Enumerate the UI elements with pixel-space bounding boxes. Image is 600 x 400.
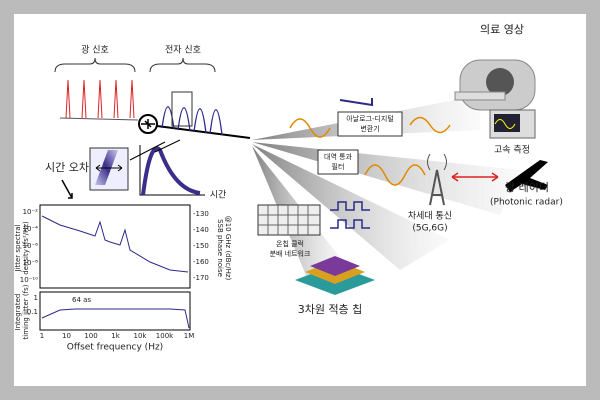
tick-label: 1 — [34, 294, 38, 302]
label: 온칩 클럭 — [276, 239, 304, 248]
plot-box — [39, 204, 191, 289]
label: 시간 오차 — [45, 161, 89, 174]
label: 의료 영상 — [480, 23, 524, 36]
chip-layer — [310, 256, 360, 276]
label: 전자 신호 — [165, 45, 201, 56]
label: 대역 통과 — [324, 152, 353, 161]
label: 고속 측정 — [494, 145, 530, 156]
annotation: 64 as — [72, 296, 91, 304]
axis-title: @10 GHz (dBc/Hz) — [224, 216, 232, 281]
tick-label: 10⁻⁴ — [23, 225, 39, 233]
mri-bore — [486, 68, 514, 96]
label: (5G,6G) — [412, 224, 447, 234]
label: 광 신호 — [81, 44, 109, 56]
tick-label: -160 — [193, 258, 209, 266]
label: 아날로그-디지털 — [346, 114, 394, 123]
label: 3차원 적층 칩 — [298, 303, 363, 316]
antenna — [429, 169, 445, 206]
converter-icon — [141, 119, 155, 129]
tick-label: -150 — [193, 242, 209, 250]
clock-grid — [258, 205, 320, 235]
axis-title: Integrated — [14, 294, 22, 331]
antenna-wave — [427, 153, 447, 171]
adc-box — [337, 111, 403, 137]
arrow — [61, 179, 73, 199]
wave — [364, 164, 426, 186]
label: 필터 — [332, 162, 345, 171]
tick-label: 10k — [134, 332, 148, 340]
electronic-pulses — [161, 106, 223, 136]
optical-line — [59, 117, 139, 121]
tick-label: 0.1 — [27, 308, 38, 316]
tick-label: 10⁻⁶ — [23, 242, 39, 250]
tick-label: 10⁻² — [23, 208, 39, 216]
label: 변환기 — [360, 124, 379, 133]
plot-box — [39, 291, 191, 331]
tick-label: 10⁻⁸ — [23, 259, 39, 267]
filter-box — [317, 149, 359, 175]
tick-label: 100 — [84, 332, 97, 340]
clock-grid — [257, 204, 321, 236]
arrow — [339, 98, 373, 107]
tick-label: 10 — [62, 332, 71, 340]
scope-trace — [494, 119, 516, 129]
axis-title: timing jitter (fs) — [22, 284, 30, 339]
label: 분배 네트워크 — [270, 249, 311, 258]
wave — [289, 116, 451, 138]
optical-pulses — [65, 79, 135, 119]
noise-curve — [41, 215, 189, 273]
scope-screen — [494, 114, 520, 132]
jitter-curve — [41, 308, 190, 329]
square-wave — [330, 201, 370, 229]
bracket — [54, 57, 136, 73]
arrow — [451, 172, 499, 182]
tick-label: 1M — [184, 332, 195, 340]
tick-label: 100k — [156, 332, 174, 340]
axis-title: Jitter spectral — [14, 224, 22, 272]
axis-title: density (fs²/Hz) — [22, 221, 30, 275]
label: (Photonic radar) — [490, 198, 563, 208]
mri-table — [454, 91, 506, 101]
tick-label: -170 — [193, 274, 209, 282]
tick-label: 10⁻¹⁰ — [20, 276, 38, 284]
tick-label: 1 — [40, 332, 44, 340]
tick-label: 1k — [111, 332, 120, 340]
label: 광 레이더 — [505, 181, 549, 194]
arrow — [129, 139, 181, 161]
axis-title: SSB phase noise — [216, 219, 224, 277]
bracket — [149, 57, 216, 73]
electronic-line — [156, 125, 251, 139]
axis — [139, 145, 205, 196]
zoom-box — [171, 91, 193, 127]
tick-label: -140 — [193, 226, 209, 234]
plot-labels: 10⁻² 10⁻⁴ 10⁻⁶ 10⁻⁸ 10⁻¹⁰ -130 -140 -150 -160 -17… — [14, 208, 232, 353]
label: 차세대 통신 — [408, 210, 452, 222]
tick-label: -130 — [193, 210, 209, 218]
arrow — [95, 164, 123, 172]
label: 시간 — [210, 190, 227, 201]
axis-title: Offset frequency (Hz) — [67, 343, 163, 353]
airplane — [505, 160, 548, 192]
